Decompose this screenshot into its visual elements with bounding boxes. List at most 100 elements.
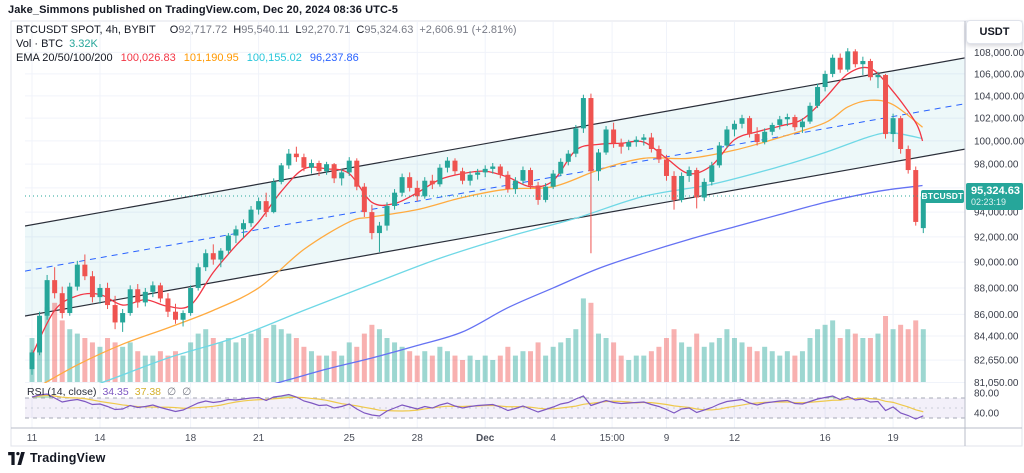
candle-body	[29, 352, 35, 370]
candle-body	[105, 287, 111, 306]
legend-volume-row[interactable]: Vol · BTC 3.32K	[16, 37, 517, 51]
time-axis[interactable]: 11 14 18 21 25 28 Dec 4 15:00 9 12 16 19	[27, 433, 899, 444]
channel-lower-line[interactable]	[25, 148, 966, 317]
volume-bar	[550, 346, 556, 382]
price-tick-label: 94,000.00	[974, 208, 1019, 219]
volume-bar	[565, 338, 571, 382]
ema-indicator-label: EMA 20/50/100/200	[16, 52, 113, 64]
volume-bar	[535, 342, 541, 382]
candle-body	[618, 143, 624, 147]
candle-body	[512, 180, 518, 190]
channel-median-line[interactable]	[25, 103, 966, 272]
rsi-indicator-label: RSI (14, close)	[27, 386, 97, 398]
candle-body	[157, 285, 163, 299]
candle-body	[830, 57, 836, 74]
candle-body	[898, 118, 904, 150]
ema200-line[interactable]	[32, 184, 923, 434]
volume-bar	[490, 360, 496, 382]
time-tick-label: 16	[820, 433, 832, 444]
volume-bar	[558, 342, 564, 382]
volume-bar	[679, 342, 685, 382]
candle-body	[920, 196, 926, 229]
volume-bar	[369, 324, 375, 382]
candle-body	[482, 168, 488, 173]
open-label: O	[169, 24, 179, 36]
candle-body	[127, 289, 133, 314]
volume-bar	[59, 320, 65, 382]
candle-body	[354, 160, 360, 187]
volume-bar	[286, 333, 292, 382]
close-value: 95,324.63	[364, 24, 414, 36]
candle-body	[890, 118, 896, 135]
candle-body	[845, 51, 851, 70]
ema100-line[interactable]	[32, 132, 923, 405]
volume-bar	[588, 302, 594, 382]
symbol-description: BTCUSDT SPOT, 4h, BYBIT	[16, 24, 156, 36]
low-value: 92,270.71	[301, 24, 351, 36]
high-label: H	[233, 24, 242, 36]
candle-body	[135, 289, 141, 303]
candle-body	[633, 139, 639, 143]
candle-body	[324, 164, 330, 172]
price-axis[interactable]: 108,000.00 106,000.00 104,000.00 102,000.00…	[974, 48, 1024, 420]
legend-ema-row[interactable]: EMA 20/50/100/200 100,026.83 101,190.95 100…	[16, 51, 517, 65]
candle-body	[663, 159, 669, 176]
candle-body	[165, 298, 171, 312]
legend-symbol-row[interactable]: BTCUSDT SPOT, 4h, BYBIT O92,717.72 H95,540…	[16, 23, 517, 37]
volume-bar	[482, 355, 488, 382]
candle-body	[460, 171, 466, 181]
volume-bar	[754, 351, 760, 382]
candle-body	[407, 177, 413, 188]
volume-bar	[452, 355, 458, 382]
channel-upper-line[interactable]	[25, 57, 966, 227]
volume-bar	[346, 342, 352, 382]
candle-body	[641, 137, 647, 140]
candle-body	[580, 98, 586, 129]
volume-bar	[830, 320, 836, 382]
volume-bar	[580, 298, 586, 382]
volume-bar	[739, 342, 745, 382]
volume-bar	[293, 338, 299, 382]
volume-bar	[784, 351, 790, 382]
candle-body	[437, 167, 443, 185]
rsi-legend[interactable]: RSI (14, close) 34.35 37.38 ∅ ∅	[27, 386, 197, 398]
volume-bar	[67, 329, 73, 382]
candle-body	[769, 124, 775, 132]
candle-body	[588, 98, 594, 172]
chart-frame	[10, 20, 1023, 447]
parallel-channel[interactable]	[25, 57, 966, 317]
candle-body	[596, 152, 601, 172]
volume-bar	[422, 351, 428, 382]
volume-bar	[626, 360, 632, 382]
price-tick-label: 88,000.00	[974, 283, 1019, 294]
tradingview-watermark[interactable]: TradingView	[8, 451, 106, 465]
volume-bar	[603, 338, 609, 382]
volume-bar	[142, 355, 148, 382]
candle-body	[89, 276, 95, 298]
candle-body	[120, 313, 126, 323]
volume-bar	[845, 329, 851, 382]
byline: Jake_Simmons published on TradingView.co…	[8, 4, 399, 16]
volume-bar	[762, 346, 768, 382]
volume-bar	[407, 351, 413, 382]
volume-bar	[799, 351, 805, 382]
time-tick-label: 28	[412, 433, 424, 444]
rsi-line	[31, 393, 924, 420]
volume-bar	[135, 351, 141, 382]
candle-body	[82, 264, 88, 277]
candle-body	[701, 181, 707, 198]
volume-bar	[852, 333, 858, 382]
volume-bar	[898, 324, 904, 382]
candle-body	[331, 164, 337, 179]
candle-body	[150, 285, 156, 292]
rsi-ma-value: 37.38	[134, 386, 162, 398]
candle-body	[867, 60, 873, 78]
volume-bar	[225, 338, 231, 382]
volume-bar	[354, 346, 360, 382]
price-tick-label: 90,000.00	[974, 258, 1019, 269]
volume-bar	[512, 355, 518, 382]
rsi-pane[interactable]	[25, 393, 965, 420]
volume-bar	[256, 329, 262, 382]
currency-toggle-button[interactable]: USDT	[966, 20, 1023, 44]
